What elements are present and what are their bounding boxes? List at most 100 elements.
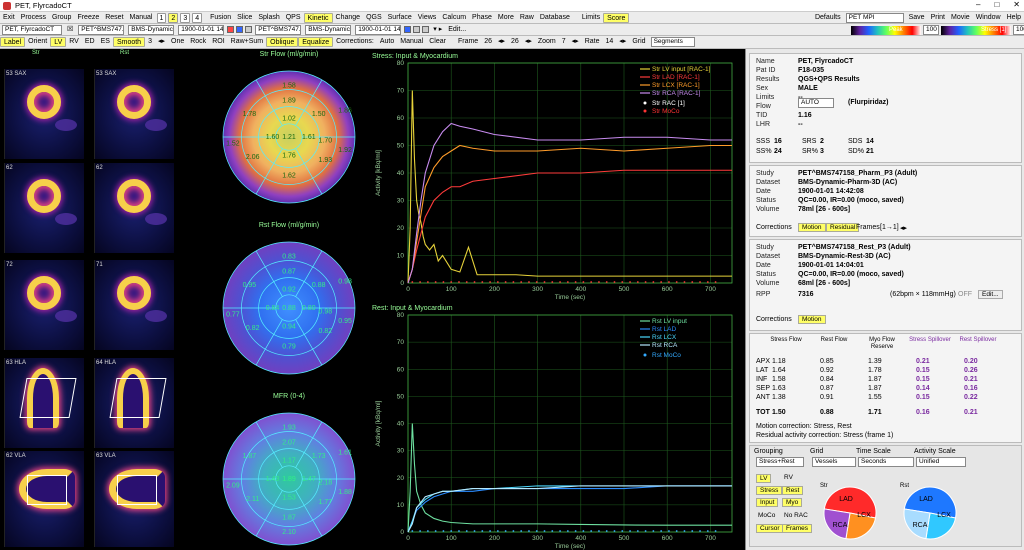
lock-icon[interactable]: ☒ [67,25,74,33]
menu-freeze[interactable]: Freeze [77,13,100,21]
legend-entry[interactable]: Str LCX [RAC-1] [652,82,700,89]
frames-arrows-icon[interactable]: ◂▸ [900,225,908,232]
polar-map[interactable]: 0.830.870.950.920.88 0.980.84 0.88 0.80 0.98… [219,238,359,378]
mode-surface[interactable]: Surface [387,13,412,21]
frame-start-value[interactable]: 26 [484,38,492,45]
close-icon[interactable]: ✕ [1013,0,1020,9]
rest-date-select[interactable]: 1900-01-01 14:... [355,24,402,35]
mode-phase[interactable]: Phase [472,13,492,21]
series-line-0[interactable] [407,90,732,284]
str-rca-segment[interactable] [823,508,851,540]
flow-select[interactable]: AUTO [798,98,834,108]
roi-outline[interactable] [19,378,77,418]
stress-dataset-select[interactable]: PET^BMS747... [78,24,125,35]
stress-color-swatch[interactable] [227,26,235,33]
slice-image[interactable] [94,69,174,159]
stress-color-swatch[interactable] [245,26,253,33]
opt-one[interactable]: One [171,38,185,45]
menu-movie[interactable]: Movie [951,13,970,21]
menu-reset[interactable]: Reset [105,13,124,21]
grid-select[interactable]: Segments [650,37,695,47]
colorbar-a[interactable] [851,25,921,35]
slice-image[interactable] [94,163,174,253]
curve-no-rac-button[interactable]: No RAC [784,512,808,519]
roi-outline[interactable] [27,475,67,505]
opt-smooth[interactable]: Smooth [112,37,146,47]
curve-stress-button[interactable]: Stress [756,486,783,495]
opt-es[interactable]: ES [100,38,110,45]
menu-group[interactable]: Group [51,13,72,21]
opt-lv[interactable]: LV [50,37,67,47]
legend-entry[interactable]: Rst MoCo [652,352,681,359]
polar-map[interactable]: 1.93 2.07 1.87 1.17 1.73 1.61 1.43 1.89 1.47 2.18… [219,409,359,549]
menu-exit[interactable]: Exit [3,13,15,21]
smooth-value[interactable]: 3 [148,38,152,45]
opt-rv[interactable]: RV [69,38,79,45]
chevron-down-icon[interactable]: ▾ ▸ [433,25,443,33]
stress-residual-button[interactable]: Residual [826,223,860,232]
corrections-auto-button[interactable]: Auto [379,38,395,45]
corrections-clear-button[interactable]: Clear [429,38,446,45]
legend-entry[interactable]: Str RCA [RAC-1] [652,90,701,97]
rate-value[interactable]: 14 [605,38,614,45]
stress-type-select[interactable]: BMS-Dynamic-... [128,24,175,35]
opt-roi[interactable]: ROI [212,38,225,45]
series-line-3[interactable] [407,485,732,533]
legend-entry[interactable]: Rst LAD [652,326,677,333]
polar-map[interactable]: 1.58 1.89 1.78 1.02 1.50 1.86 1.60 1.21 1.61 1.70… [219,67,359,207]
corrections-manual-button[interactable]: Manual [400,38,424,45]
opt-oblique[interactable]: Oblique [266,37,299,47]
patient-select[interactable]: PET, FlyrcadoCT [2,24,62,35]
mode-qgs[interactable]: QGS [366,13,382,21]
legend-entry[interactable]: Str RAC [1] [652,100,685,107]
mode-database[interactable]: Database [539,13,570,21]
curve-myo-button[interactable]: Myo [782,498,803,507]
curve-rv-button[interactable]: RV [784,474,793,481]
stress-color-swatch[interactable] [236,26,244,33]
opt-ed[interactable]: ED [84,38,95,45]
legend-entry[interactable]: Str LV input [RAC-1] [652,66,711,73]
limits-button[interactable]: Limits [581,13,601,21]
menu-manual[interactable]: Manual [129,13,153,21]
mode-kinetic[interactable]: Kinetic [303,12,333,23]
arrows-icon[interactable]: ◂▸ [157,38,165,45]
series-line-0[interactable] [407,423,732,533]
menu-save[interactable]: Save [908,13,925,21]
opt-label[interactable]: Label [0,37,26,47]
defaults-select[interactable]: PET MPI [845,12,904,23]
rest-dataset-select[interactable]: PET^BMS747... [255,24,302,35]
mode-raw[interactable]: Raw [519,13,534,21]
legend-entry[interactable]: Str MoCo [652,108,680,115]
rest-color-swatch[interactable] [404,26,412,33]
rst-lad-segment[interactable] [903,486,957,519]
edit-button[interactable]: Edit... [448,25,467,33]
roi-outline[interactable] [117,475,157,505]
stress-date-select[interactable]: 1900-01-01 14:... [178,24,225,35]
opt-equalize[interactable]: Equalize [298,37,334,47]
slice-image[interactable] [4,69,84,159]
layout-3-button[interactable]: 3 [180,12,191,23]
curve-frames-button[interactable]: Frames [782,524,813,533]
curve-rest-button[interactable]: Rest [782,486,804,495]
opt-raw-sum[interactable]: Raw+Sum [230,38,264,45]
rest-motion-button[interactable]: Motion [798,315,826,324]
rst-territory-map[interactable]: LAD LCX RCA [900,483,960,543]
menu-window[interactable]: Window [975,13,1001,21]
slice-image[interactable] [94,358,174,448]
rate-arrows-icon[interactable]: ◂▸ [619,38,627,45]
curve-lv-button[interactable]: LV [756,474,772,483]
opt-rock[interactable]: Rock [190,38,207,45]
roi-outline[interactable] [109,378,167,418]
str-lcx-segment[interactable] [845,512,877,540]
mode-calcum[interactable]: Calcum [442,13,467,21]
slice-image[interactable] [94,451,174,547]
frame-end-value[interactable]: 26 [511,38,519,45]
series-line-1[interactable] [407,169,732,284]
slice-image[interactable] [4,260,84,350]
menu-process[interactable]: Process [20,13,46,21]
grid-select[interactable]: Vessels [812,457,856,467]
rest-color-swatch[interactable] [422,26,430,33]
grouping-select[interactable]: Stress+Rest [756,457,804,467]
series-line-3[interactable] [407,122,732,284]
mode-change[interactable]: Change [335,13,361,21]
